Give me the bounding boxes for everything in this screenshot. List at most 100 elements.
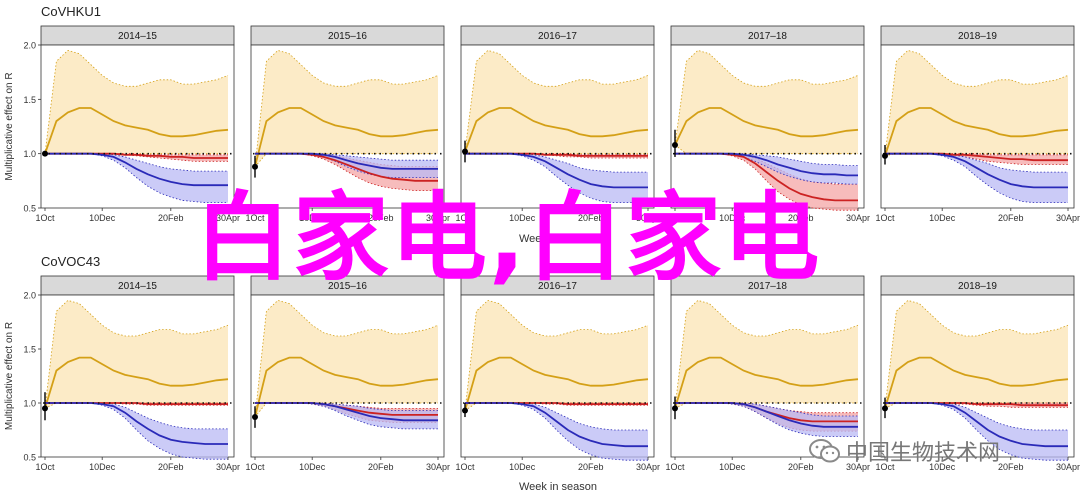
x-tick-label: 1Oct: [35, 213, 55, 223]
x-tick-label: 20Feb: [158, 213, 184, 223]
confidence-band: [465, 153, 648, 158]
band-edge: [255, 153, 438, 161]
x-tick-label: 30Apr: [216, 213, 240, 223]
series-line: [254, 356, 439, 418]
confidence-band: [45, 300, 228, 409]
confidence-band: [45, 403, 228, 460]
confidence-band: [885, 300, 1068, 409]
facet-panel: 2017–18 1Oct 10Dec 20Feb 30Apr: [665, 275, 870, 472]
series-line: [45, 402, 228, 445]
x-tick-label: 1Oct: [35, 462, 55, 472]
band-edge: [465, 153, 648, 173]
confidence-band: [465, 300, 648, 411]
series-line: [464, 107, 649, 152]
y-axis-label: Multiplicative effect on R: [4, 322, 15, 430]
band-edge: [885, 153, 1068, 203]
facet-label: 2018–19: [958, 31, 997, 42]
x-tick-label: 20Feb: [368, 462, 394, 472]
x-tick-label: 20Feb: [578, 213, 604, 223]
x-tick-label: 10Dec: [929, 213, 956, 223]
facet-label: 2016–17: [538, 281, 577, 292]
facet-label: 2014–15: [118, 281, 157, 292]
confidence-band: [885, 50, 1068, 156]
confidence-band: [675, 50, 858, 154]
confidence-band: [465, 403, 648, 461]
confidence-band: [255, 300, 438, 417]
x-tick-label: 30Apr: [1056, 213, 1080, 223]
series-line: [675, 402, 858, 428]
x-tick-label: 30Apr: [636, 213, 660, 223]
facet-panel: 2016–17 1Oct 10Dec 20Feb 30Apr: [455, 275, 660, 472]
series-line: [884, 356, 1069, 409]
facet-label: 2015–16: [328, 31, 367, 42]
x-tick-label: 20Feb: [998, 213, 1024, 223]
point-estimate: [672, 141, 678, 148]
series-line: [885, 402, 1068, 448]
y-tick-label: 2.0: [23, 291, 36, 301]
x-tick-label: 1Oct: [665, 213, 685, 223]
x-tick-label: 10Dec: [509, 462, 536, 472]
x-tick-label: 30Apr: [636, 462, 660, 472]
confidence-band: [675, 153, 858, 185]
x-tick-label: 30Apr: [216, 462, 240, 472]
band-edge: [255, 153, 438, 191]
x-tick-label: 1Oct: [875, 213, 895, 223]
band-edge: [465, 153, 648, 159]
confidence-band: [45, 153, 228, 203]
confidence-band: [675, 403, 858, 437]
y-tick-label: 1.0: [23, 399, 36, 409]
y-tick-label: 0.5: [23, 453, 36, 463]
x-tick-label: 20Feb: [158, 462, 184, 472]
band-edge: [45, 153, 228, 162]
point-estimate: [882, 405, 888, 412]
band-edge: [254, 299, 439, 418]
point-estimate: [462, 148, 468, 155]
y-tick-label: 2.0: [23, 41, 36, 51]
band-edge: [674, 299, 859, 409]
x-tick-label: 20Feb: [368, 213, 394, 223]
point-estimate: [42, 150, 48, 157]
series-line: [44, 356, 229, 409]
band-edge: [255, 402, 438, 411]
facet-label: 2018–19: [958, 281, 997, 292]
confidence-band: [255, 403, 438, 429]
series-line: [254, 107, 439, 167]
y-tick-label: 1.0: [23, 149, 36, 159]
x-tick-label: 10Dec: [929, 462, 956, 472]
band-edge: [464, 299, 649, 411]
series-line: [465, 152, 648, 189]
band-edge: [464, 49, 649, 152]
series-line: [675, 152, 858, 177]
facet-panel: 2014–15 0.5 1.0 1.5 2.0 1Oct 10Dec 20Feb 30Apr: [23, 25, 240, 223]
x-tick-label: 10Dec: [89, 213, 116, 223]
chart-title: CoVHKU1: [41, 4, 101, 19]
facet-panel: 2018–19 1Oct 10Dec 20Feb 30Apr: [875, 25, 1080, 223]
facet-label: 2014–15: [118, 31, 157, 42]
series-line: [464, 356, 649, 411]
x-tick-label: 1Oct: [245, 213, 265, 223]
point-estimate: [672, 405, 678, 412]
x-tick-label: 10Dec: [719, 462, 746, 472]
series-line: [45, 152, 228, 187]
band-edge: [45, 153, 228, 203]
facet-panel: 2017–18 1Oct 10Dec 20Feb 30Apr: [665, 25, 870, 223]
series-line: [885, 152, 1068, 189]
point-estimate: [252, 163, 258, 170]
facet-label: 2017–18: [748, 281, 787, 292]
facet-label: 2015–16: [328, 281, 367, 292]
band-edge: [675, 153, 858, 185]
band-edge: [465, 402, 648, 406]
x-tick-label: 30Apr: [1056, 462, 1080, 472]
x-tick-label: 30Apr: [426, 462, 450, 472]
point-estimate: [42, 405, 48, 412]
band-edge: [465, 153, 648, 203]
confidence-band: [465, 153, 648, 203]
band-edge: [45, 153, 228, 172]
y-tick-label: 1.5: [23, 345, 36, 355]
chart-1: CoVOC43 Multiplicative effect on R Week in…: [4, 254, 1080, 493]
series-line: [255, 402, 438, 422]
x-tick-label: 10Dec: [299, 462, 326, 472]
x-tick-label: 10Dec: [89, 462, 116, 472]
confidence-band: [255, 50, 438, 167]
